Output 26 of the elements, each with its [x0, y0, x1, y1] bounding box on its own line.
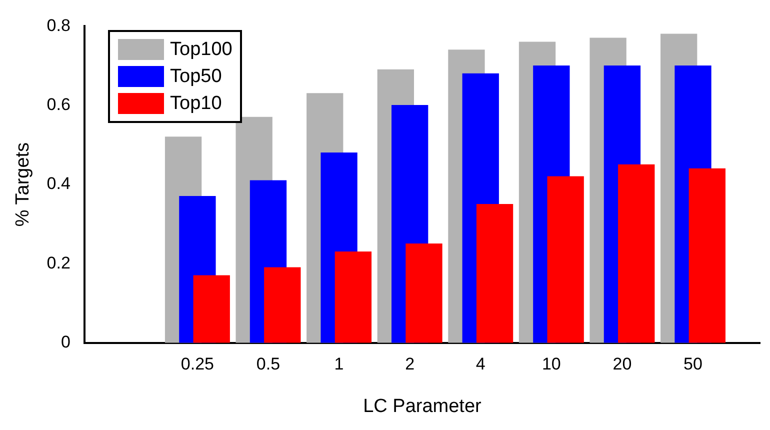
bar	[334, 251, 372, 343]
bar	[264, 267, 301, 343]
bar	[193, 275, 230, 343]
x-axis-title: LC Parameter	[363, 396, 482, 417]
legend-label: Top100	[170, 38, 232, 60]
bar	[406, 244, 442, 343]
bar	[547, 176, 584, 343]
x-tick-label: 1	[334, 354, 344, 374]
legend-label: Top10	[170, 92, 222, 114]
x-tick-label: 0.25	[180, 354, 214, 374]
bar	[618, 164, 655, 343]
y-tick-label: 0.8	[46, 16, 70, 35]
y-tick-label: 0.4	[46, 174, 70, 194]
y-tick-label: 0	[60, 332, 70, 352]
legend-label: Top50	[170, 66, 222, 88]
bar	[688, 168, 726, 343]
x-tick-label: 50	[684, 354, 702, 374]
y-tick-label: 0.6	[46, 95, 70, 114]
x-tick-label: 10	[542, 354, 561, 374]
x-tick-label: 20	[612, 354, 632, 374]
y-axis-title: % Targets	[12, 142, 34, 227]
x-tick-label: 4	[476, 354, 486, 374]
x-tick-label: 0.5	[256, 354, 280, 374]
x-tick-label: 2	[405, 354, 415, 374]
bar	[476, 204, 514, 343]
y-tick-label: 0.2	[46, 253, 70, 272]
